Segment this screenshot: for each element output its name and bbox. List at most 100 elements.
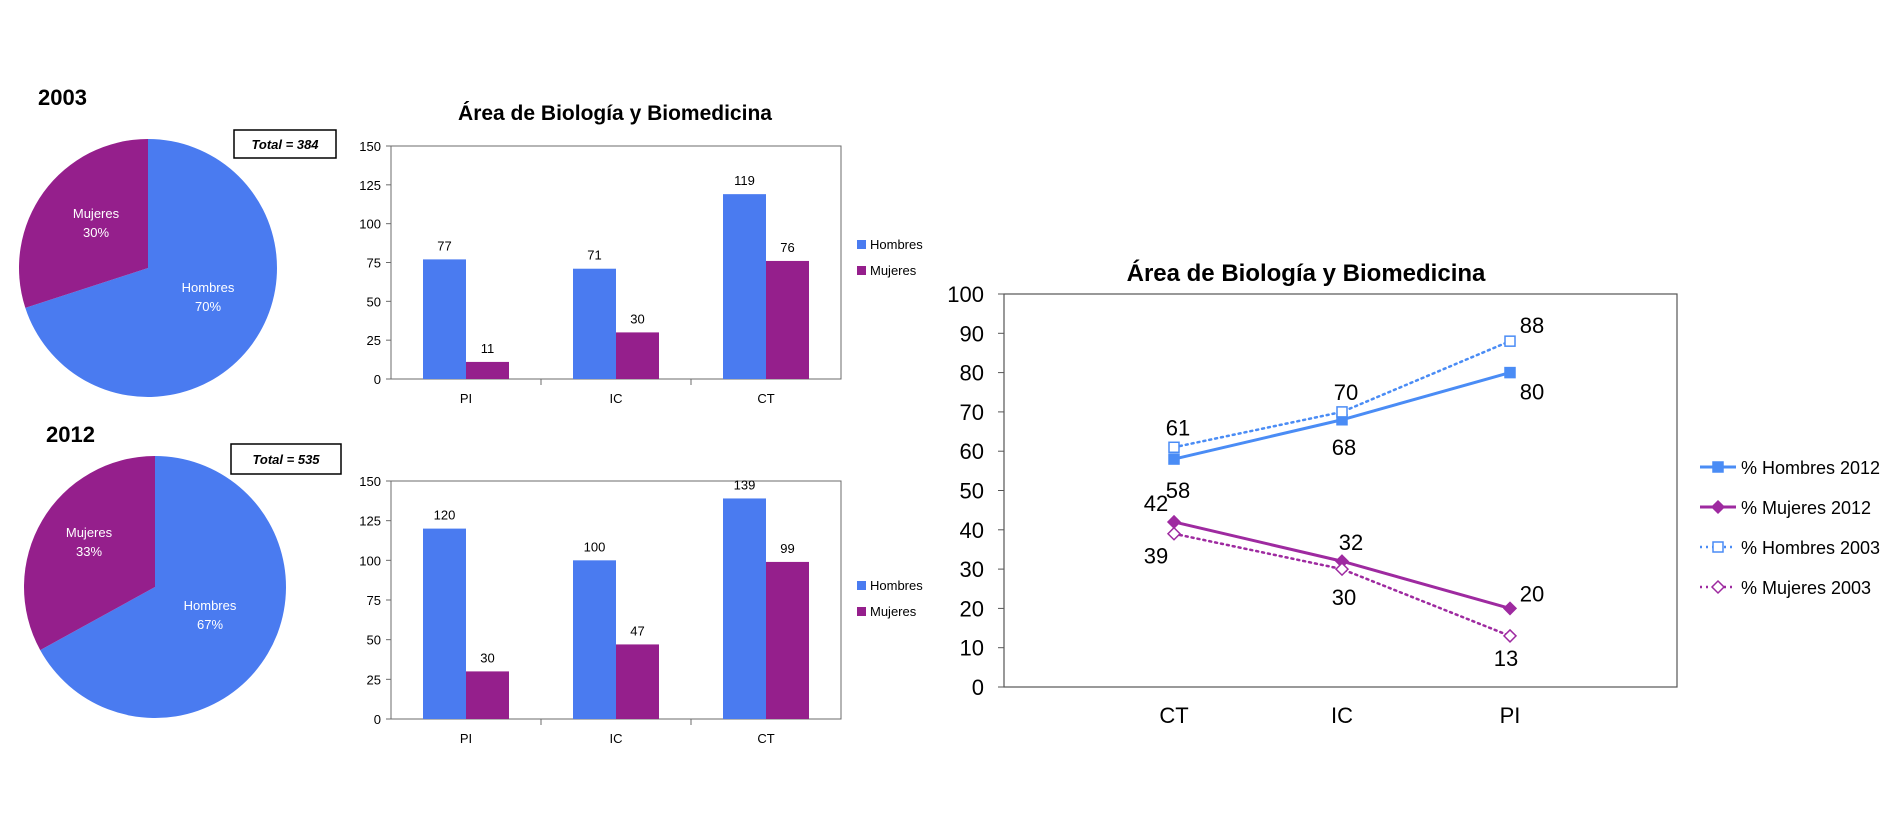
- x-category-label-ct: CT: [757, 391, 774, 406]
- data-label--hombres-2003-pi: 88: [1520, 313, 1544, 338]
- pie-2012-label-hombres: Hombres: [184, 598, 237, 613]
- pie-2012-slice-hombres: [40, 456, 286, 718]
- pie-2012-total-label: Total = 535: [252, 452, 320, 467]
- bar-mujeres-pi: [466, 671, 509, 719]
- bar-hombres-ct: [723, 194, 766, 379]
- y-tick-label: 40: [960, 518, 984, 543]
- x-category-label-ct: CT: [1159, 703, 1188, 728]
- y-tick-label: 70: [960, 400, 984, 425]
- y-tick-label: 75: [367, 256, 381, 271]
- y-tick-label: 100: [947, 282, 984, 307]
- pie-2012-label-mujeres: Mujeres: [66, 525, 113, 540]
- pie-2012-year-label: 2012: [46, 422, 95, 447]
- y-tick-label: 50: [367, 294, 381, 309]
- pie-2003-label-mujeres: Mujeres: [73, 206, 120, 221]
- y-tick-label: 25: [367, 672, 381, 687]
- x-category-label-pi: PI: [460, 731, 472, 746]
- pie-2003-total-label: Total = 384: [251, 137, 319, 152]
- marker--mujeres-2012-pi: [1502, 601, 1518, 616]
- data-label--mujeres-2012-ic: 32: [1339, 530, 1363, 555]
- data-label--mujeres-2003-pi: 13: [1494, 646, 1518, 671]
- legend-label--mujeres-2003: % Mujeres 2003: [1741, 578, 1871, 598]
- data-label--mujeres-2003-ic: 30: [1332, 585, 1356, 610]
- marker--hombres-2012-pi: [1504, 366, 1516, 379]
- legend-label-hombres: Hombres: [870, 578, 923, 593]
- data-label--mujeres-2012-ct: 42: [1144, 491, 1168, 516]
- bar-chart-2003: Área de Biología y Biomedicina 0 25 50 75 10…: [359, 102, 923, 406]
- pie-2012-total-box: [230, 443, 342, 475]
- data-label-mujeres-ic: 47: [630, 623, 644, 638]
- data-label-hombres-pi: 77: [437, 238, 451, 253]
- y-tick-label: 125: [359, 178, 381, 193]
- pie-2003-label-hombres: Hombres: [182, 280, 235, 295]
- y-tick-label: 50: [960, 479, 984, 504]
- x-category-label-pi: PI: [460, 391, 472, 406]
- bar-hombres-pi: [423, 259, 466, 379]
- bar-mujeres-pi: [466, 361, 509, 379]
- legend-label--hombres-2003: % Hombres 2003: [1741, 538, 1880, 558]
- data-label-mujeres-ct: 99: [780, 541, 794, 556]
- bar-mujeres-ic: [616, 644, 659, 719]
- x-category-label-pi: PI: [1500, 703, 1521, 728]
- pie-2003-slice-hombres: [25, 139, 277, 397]
- data-label-hombres-pi: 120: [434, 508, 456, 523]
- pie-2003-pct-hombres: 70%: [195, 299, 221, 314]
- marker--mujeres-2003-pi: [1502, 628, 1518, 643]
- legend-marker: [1710, 499, 1726, 515]
- y-tick-label: 75: [367, 593, 381, 608]
- x-category-label-ic: IC: [1331, 703, 1353, 728]
- pie-2003-pct-mujeres: 30%: [83, 225, 109, 240]
- marker--mujeres-2012-ct: [1166, 514, 1182, 530]
- legend-label-mujeres: Mujeres: [870, 604, 917, 619]
- legend-marker: [1710, 579, 1726, 595]
- data-label-mujeres-pi: 30: [480, 650, 494, 665]
- legend-swatch-hombres: [857, 240, 866, 249]
- marker--mujeres-2003-ct: [1166, 526, 1182, 541]
- y-tick-label: 100: [359, 553, 381, 568]
- series-line--mujeres-2003: [1172, 532, 1512, 638]
- y-tick-label: 0: [374, 372, 381, 387]
- pie-2003-year-label: 2003: [38, 85, 87, 110]
- marker--mujeres-2003-ic: [1334, 562, 1350, 577]
- y-tick-label: 0: [374, 712, 381, 727]
- data-label--hombres-2012-pi: 80: [1520, 380, 1544, 405]
- pie-2003-total-box: [233, 129, 337, 159]
- legend-marker: [1712, 461, 1724, 473]
- legend-label--mujeres-2012: % Mujeres 2012: [1741, 498, 1871, 518]
- bar-chart-2012: 0 25 50 75 100 125 150 PI 120 30 IC 100 47 CT 139 99 Hom…: [359, 474, 923, 746]
- y-tick-label: 60: [960, 439, 984, 464]
- x-category-label-ic: IC: [610, 391, 623, 406]
- y-tick-label: 80: [960, 361, 984, 386]
- bar-2003-title: Área de Biología y Biomedicina: [458, 102, 772, 125]
- data-label-hombres-ic: 71: [587, 248, 601, 263]
- data-label--mujeres-2012-pi: 20: [1520, 581, 1544, 606]
- data-label-hombres-ic: 100: [584, 539, 606, 554]
- legend-label-mujeres: Mujeres: [870, 263, 917, 278]
- pie-2012-pct-hombres: 67%: [197, 617, 223, 632]
- y-tick-label: 20: [960, 596, 984, 621]
- series-line--hombres-2003: [1172, 339, 1512, 449]
- bar-hombres-ic: [573, 268, 616, 379]
- bar-hombres-ct: [723, 498, 766, 719]
- marker--hombres-2003-ic: [1336, 406, 1348, 418]
- data-label-hombres-ct: 119: [734, 173, 755, 188]
- y-tick-label: 10: [960, 636, 984, 661]
- pie-2012-slice-mujeres: [23, 456, 155, 651]
- marker--hombres-2003-ct: [1168, 441, 1180, 454]
- bar-hombres-ic: [573, 560, 616, 719]
- data-label--hombres-2003-ct: 61: [1166, 415, 1190, 440]
- bar-mujeres-ct: [766, 260, 809, 379]
- y-tick-label: 100: [359, 217, 381, 232]
- legend-swatch-hombres: [857, 581, 866, 590]
- marker--hombres-2012-ct: [1168, 453, 1180, 465]
- y-tick-label: 150: [359, 474, 381, 489]
- y-tick-label: 0: [972, 675, 984, 700]
- marker--hombres-2003-pi: [1504, 335, 1516, 347]
- y-tick-label: 30: [960, 557, 984, 582]
- pie-chart-2003: 2003 Total = 384 Hombres 70% Mujeres 30%: [18, 85, 337, 397]
- y-tick-label: 50: [367, 633, 381, 648]
- pie-2012-pct-mujeres: 33%: [76, 544, 102, 559]
- bar-mujeres-ct: [766, 561, 809, 719]
- legend-swatch-mujeres: [857, 607, 866, 616]
